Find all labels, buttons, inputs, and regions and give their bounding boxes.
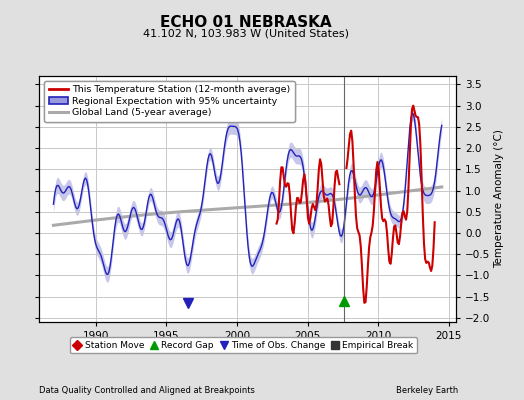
- Text: Berkeley Earth: Berkeley Earth: [396, 386, 458, 395]
- Text: ECHO 01 NEBRASKA: ECHO 01 NEBRASKA: [160, 15, 332, 30]
- Legend: Station Move, Record Gap, Time of Obs. Change, Empirical Break: Station Move, Record Gap, Time of Obs. C…: [70, 337, 417, 354]
- Text: 41.102 N, 103.983 W (United States): 41.102 N, 103.983 W (United States): [143, 29, 350, 39]
- Legend: This Temperature Station (12-month average), Regional Expectation with 95% uncer: This Temperature Station (12-month avera…: [44, 81, 296, 122]
- Y-axis label: Temperature Anomaly (°C): Temperature Anomaly (°C): [495, 130, 505, 268]
- Text: Data Quality Controlled and Aligned at Breakpoints: Data Quality Controlled and Aligned at B…: [39, 386, 255, 395]
